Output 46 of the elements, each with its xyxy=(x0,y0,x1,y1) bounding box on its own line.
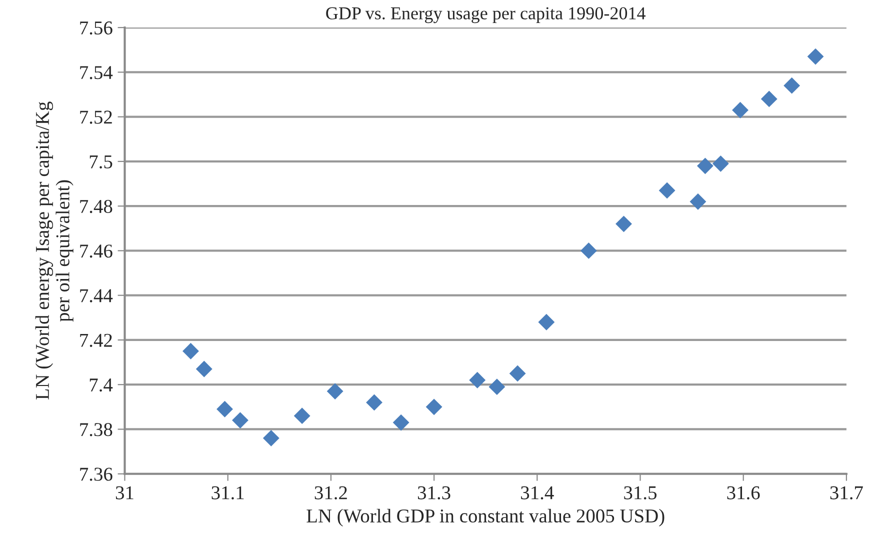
point xyxy=(509,365,526,382)
point xyxy=(426,398,442,416)
x-axis-title: LN (World GDP in constant value 2005 USD) xyxy=(306,508,664,526)
point xyxy=(784,77,800,94)
point xyxy=(616,216,632,232)
chart-title: GDP vs. Energy usage per capita 1990-2014 xyxy=(326,7,646,24)
y-tick-label: 7.54 xyxy=(80,66,113,80)
point xyxy=(488,378,506,396)
x-tick-label: 31.2 xyxy=(314,486,347,500)
point xyxy=(216,400,233,418)
y-tick-label: 7.42 xyxy=(80,334,112,347)
point xyxy=(182,342,199,360)
y-tick-label: 7.46 xyxy=(80,244,112,258)
point xyxy=(807,48,824,65)
x-tick-label: 31.7 xyxy=(830,486,863,500)
y-tick-label: 7.44 xyxy=(80,289,113,302)
point xyxy=(232,412,248,429)
y-axis-title: LN (World energy Isage per capita/Kg per oil equivalent) xyxy=(35,102,74,400)
x-tick-label: 31.6 xyxy=(727,486,760,500)
point xyxy=(469,372,486,388)
point xyxy=(196,360,212,378)
point xyxy=(580,242,597,259)
y-tick-label: 7.52 xyxy=(80,110,112,124)
y-tick-label: 7.56 xyxy=(80,21,112,35)
point xyxy=(712,155,729,172)
point xyxy=(690,193,706,210)
point xyxy=(366,394,382,411)
x-tick-label: 31 xyxy=(116,486,134,500)
x-tick-label: 31.4 xyxy=(521,486,554,500)
x-tick-label: 31.3 xyxy=(418,486,450,500)
y-tick-label: 7.38 xyxy=(80,423,112,436)
point xyxy=(294,408,310,424)
y-tick-label: 7.4 xyxy=(90,378,113,392)
point xyxy=(538,314,555,330)
y-tick-label: 7.48 xyxy=(80,200,112,214)
point xyxy=(262,430,280,446)
point xyxy=(732,102,748,118)
point xyxy=(760,90,778,108)
point xyxy=(326,383,344,400)
point xyxy=(658,182,676,199)
point xyxy=(696,158,714,174)
y-tick-label: 7.36 xyxy=(80,468,112,481)
point xyxy=(392,414,410,431)
x-tick-label: 31.1 xyxy=(212,486,244,500)
y-tick-label: 7.5 xyxy=(90,155,112,168)
x-tick-label: 31.5 xyxy=(624,486,656,500)
